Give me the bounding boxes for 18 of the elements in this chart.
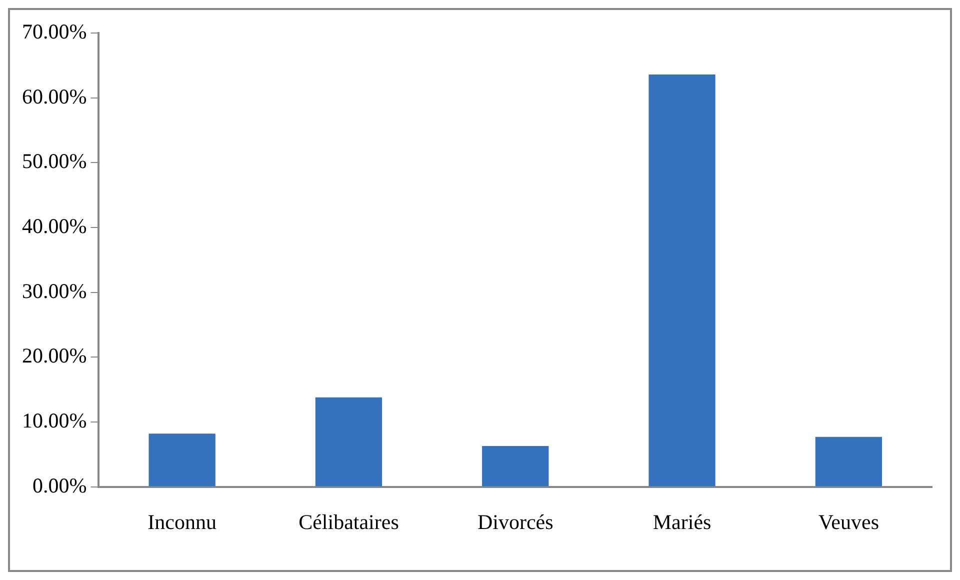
y-tick-label: 0.00% (32, 473, 87, 498)
y-tick-label: 10.00% (22, 408, 87, 432)
y-tick-label: 60.00% (22, 84, 87, 108)
x-tick-label: Divorcés (477, 510, 554, 534)
x-tick-label: Mariés (652, 510, 712, 534)
bar (148, 434, 216, 486)
y-tick-label: 20.00% (22, 344, 87, 368)
y-tick-label: 70.00% (22, 20, 87, 44)
x-tick-label: Inconnu (148, 510, 217, 534)
y-tick-label: 40.00% (22, 214, 87, 238)
bar (648, 74, 716, 486)
bar (315, 397, 382, 486)
y-tick-label: 50.00% (22, 149, 87, 174)
x-tick-label: Célibataires (298, 510, 399, 534)
x-tick-label: Veuves (818, 510, 879, 534)
bar (815, 436, 882, 486)
bar (482, 446, 549, 486)
y-tick-label: 30.00% (22, 278, 87, 303)
